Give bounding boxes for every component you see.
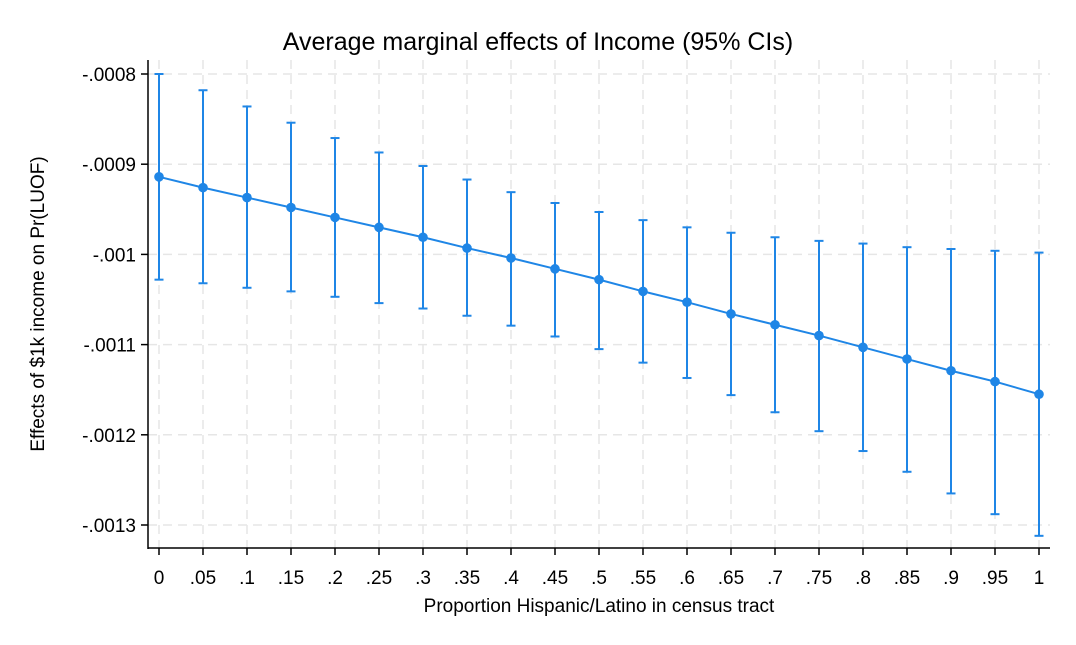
data-point: [726, 309, 736, 319]
data-point: [858, 342, 868, 353]
axes-layer: -.0008 -.0009 -.001 -.0011 -.0012 -.0013 0 .05.…: [82, 60, 1050, 589]
x-tick-label: .95: [982, 568, 1008, 589]
x-tick-label: .65: [718, 568, 744, 589]
x-tick-label: .25: [366, 568, 392, 589]
data-point: [242, 192, 252, 203]
data-point: [418, 232, 428, 243]
data-point: [638, 286, 648, 297]
x-tick-label: .9: [943, 568, 959, 589]
x-tick-label: .6: [679, 568, 695, 589]
x-tick-label: .8: [855, 568, 871, 589]
x-tick-label: .15: [278, 568, 304, 589]
data-point: [330, 212, 340, 223]
data-point: [814, 330, 824, 341]
x-tick-label: 0: [154, 568, 165, 589]
y-tick-label: -.0011: [84, 336, 136, 357]
x-tick-label: .05: [190, 568, 216, 589]
data-point: [770, 319, 780, 330]
x-tick-label: .75: [806, 568, 832, 589]
data-point: [682, 297, 692, 308]
x-tick-label: .7: [767, 568, 783, 589]
data-point: [374, 222, 384, 233]
y-tick-label: -.001: [93, 245, 136, 266]
data-point: [990, 376, 1000, 387]
data-point: [946, 365, 956, 376]
x-tick-label: .2: [327, 568, 343, 589]
data-point: [286, 202, 296, 213]
y-axis-title: Effects of $1k income on Pr(LUOF): [28, 156, 49, 451]
data-point: [154, 172, 164, 182]
x-tick-label: .5: [591, 568, 607, 589]
y-tick-label: -.0013: [82, 516, 136, 537]
y-tick-label: -.0008: [82, 65, 136, 86]
x-tick-label: .3: [415, 568, 431, 589]
x-tick-label: .1: [239, 568, 255, 589]
data-point: [1034, 389, 1044, 400]
chart-title: Average marginal effects of Income (95% …: [283, 28, 793, 56]
data-point: [594, 274, 604, 285]
data-point: [550, 264, 560, 274]
x-tick-label: .55: [630, 568, 656, 589]
x-tick-label: .45: [542, 568, 568, 589]
data-points: [154, 172, 1044, 400]
x-tick-label: .85: [894, 568, 920, 589]
data-point: [462, 243, 472, 253]
data-point: [198, 182, 208, 193]
data-point: [506, 253, 516, 263]
x-tick-label: .4: [503, 568, 519, 589]
x-tick-label: 1: [1034, 568, 1045, 589]
x-axis-title: Proportion Hispanic/Latino in census tra…: [424, 596, 775, 617]
x-tick-label: .35: [454, 568, 480, 589]
data-point: [902, 354, 912, 364]
y-tick-label: -.0012: [82, 426, 136, 447]
y-tick-label: -.0009: [82, 155, 136, 176]
